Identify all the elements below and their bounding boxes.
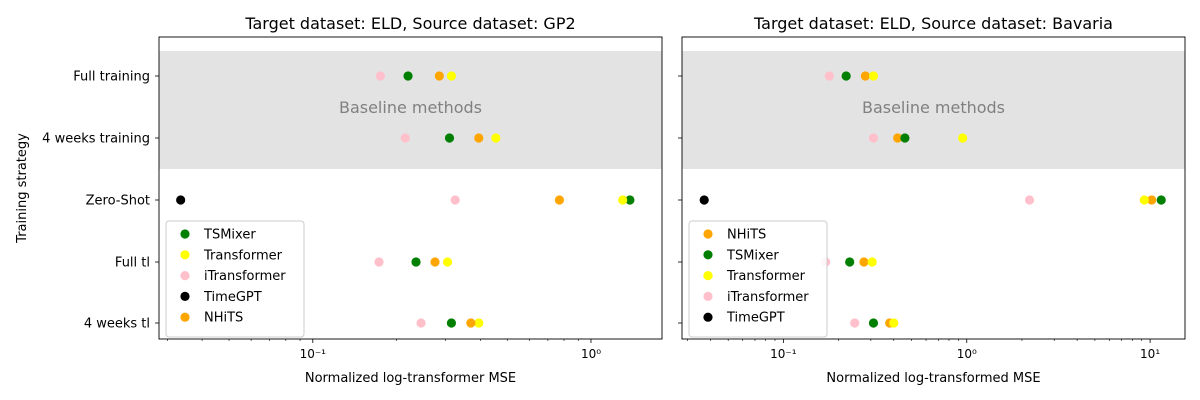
plot-frame (681, 36, 1186, 340)
baseline-shaded-region (159, 51, 662, 169)
data-point-itransformer (450, 195, 460, 205)
data-point-transformer (867, 257, 877, 267)
x-tick-label: 10⁰ (957, 347, 977, 361)
legend-label: TSMixer (203, 228, 256, 243)
legend: NHiTS TSMixer Transformer iTransformer TimeG… (688, 220, 828, 338)
legend-marker (180, 291, 190, 301)
chart-panel-2: Baseline methods 10⁻¹ 10⁰ 10¹ Target dataset… (678, 14, 1186, 386)
data-point-transformer (446, 71, 457, 81)
data-point-tsmixer (868, 318, 879, 328)
legend-label: NHiTS (204, 311, 243, 326)
legend-marker (703, 291, 713, 301)
legend-marker (180, 229, 190, 239)
data-point-tsmixer (446, 318, 457, 328)
x-tick-label: 10⁻¹ (300, 347, 327, 361)
data-point-tsmixer (444, 133, 455, 143)
legend-marker (703, 250, 713, 260)
x-tick-label: 10⁻¹ (770, 347, 797, 361)
y-tick-label: 4 weeks tl (84, 317, 150, 332)
data-point-itransformer (824, 71, 834, 81)
data-point-itransformer (374, 257, 384, 267)
legend-label: Transformer (203, 248, 283, 263)
data-point-tsmixer (900, 133, 910, 143)
data-point-transformer (474, 318, 484, 328)
x-axis-label: Normalized log-transformer MSE (305, 371, 516, 386)
data-point-tsmixer (1156, 195, 1166, 205)
data-point-itransformer (416, 318, 426, 328)
legend-marker (180, 250, 190, 260)
baseline-label: Baseline methods (862, 98, 1005, 117)
data-point-nhits (554, 195, 565, 205)
data-point-transformer (491, 133, 501, 143)
data-point-nhits (466, 318, 476, 328)
legend-label: NHiTS (727, 228, 766, 243)
legend-marker (703, 271, 713, 281)
data-point-timegpt (699, 195, 709, 205)
data-point-transformer (868, 71, 879, 81)
legend-marker (180, 312, 190, 322)
data-point-itransformer (850, 318, 860, 328)
y-tick-label: Zero-Shot (86, 194, 150, 209)
legend-label: iTransformer (727, 290, 809, 305)
legend-label: TimeGPT (726, 311, 785, 326)
y-tick-label: Full tl (115, 256, 150, 271)
legend-marker (703, 312, 713, 322)
data-point-nhits (893, 133, 903, 143)
legend-label: iTransformer (204, 269, 286, 284)
data-point-transformer (889, 318, 899, 328)
data-point-nhits (434, 71, 444, 81)
data-point-nhits (859, 257, 869, 267)
y-tick-label: Full training (73, 70, 150, 85)
data-point-transformer (958, 133, 968, 143)
legend: TSMixer Transformer iTransformer TimeGPT NHi… (165, 220, 305, 338)
chart-title: Target dataset: ELD, Source dataset: Bav… (753, 14, 1113, 33)
legend-box (165, 220, 305, 338)
data-point-tsmixer (403, 71, 413, 81)
legend-marker (180, 271, 190, 281)
chart-panel-1: Baseline methods 10⁻¹ 10⁰ Full training 4 we… (42, 14, 663, 386)
data-point-transformer (442, 257, 453, 267)
x-tick-label: 10⁰ (581, 347, 601, 361)
data-point-nhits (1147, 195, 1157, 205)
data-point-transformer (618, 195, 628, 205)
baseline-shaded-region (682, 51, 1185, 169)
data-point-tsmixer (841, 71, 851, 81)
data-point-tsmixer (845, 257, 855, 267)
data-point-itransformer (400, 133, 410, 143)
chart-title: Target dataset: ELD, Source dataset: GP2 (244, 14, 575, 33)
data-point-itransformer (375, 71, 386, 81)
legend-label: TimeGPT (203, 290, 262, 305)
data-point-tsmixer (411, 257, 421, 267)
data-point-tsmixer (625, 195, 635, 205)
x-tick-label: 10¹ (1140, 347, 1160, 361)
data-point-itransformer (868, 133, 879, 143)
data-point-nhits (430, 257, 440, 267)
plot-frame (158, 36, 663, 340)
y-tick-label: 4 weeks training (42, 132, 150, 147)
legend-box (688, 220, 828, 338)
data-point-itransformer (1024, 195, 1035, 205)
figure-ylabel: Training strategy (15, 133, 30, 244)
data-point-transformer (1139, 195, 1149, 205)
x-axis-label: Normalized log-transformed MSE (826, 371, 1040, 386)
data-point-timegpt (176, 195, 186, 205)
legend-label: TSMixer (726, 248, 779, 263)
legend-label: Transformer (726, 269, 806, 284)
legend-marker (703, 229, 713, 239)
baseline-label: Baseline methods (339, 98, 482, 117)
data-point-nhits (860, 71, 870, 81)
data-point-nhits (474, 133, 484, 143)
